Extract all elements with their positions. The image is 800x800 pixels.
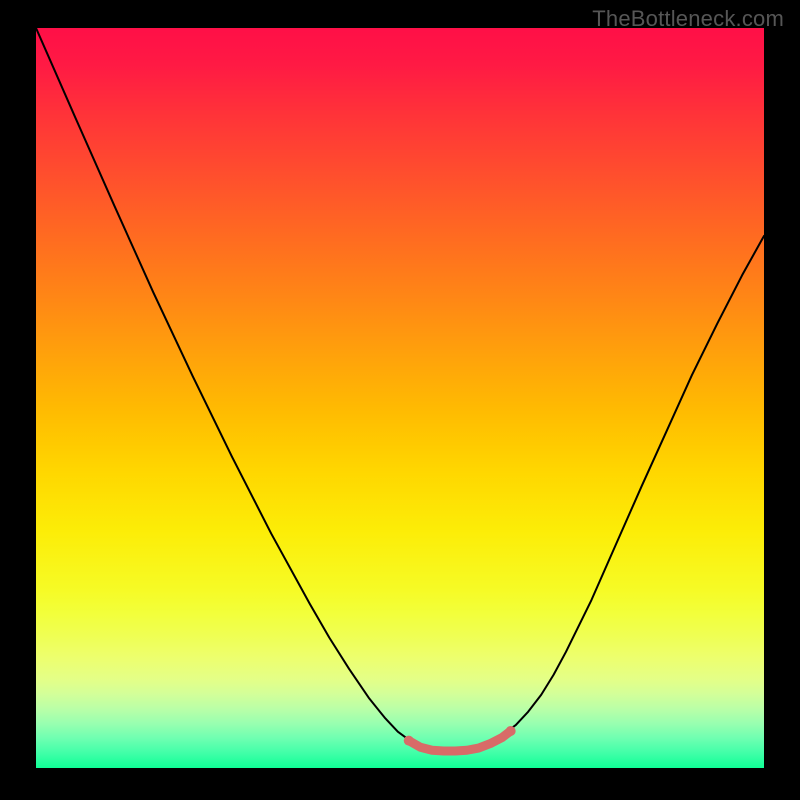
range-end-dot (506, 726, 516, 736)
chart-svg (36, 28, 764, 768)
range-start-dot (404, 736, 414, 746)
gradient-background (36, 28, 764, 768)
plot-area (36, 28, 764, 768)
watermark-text: TheBottleneck.com (592, 6, 784, 32)
chart-container: TheBottleneck.com (0, 0, 800, 800)
